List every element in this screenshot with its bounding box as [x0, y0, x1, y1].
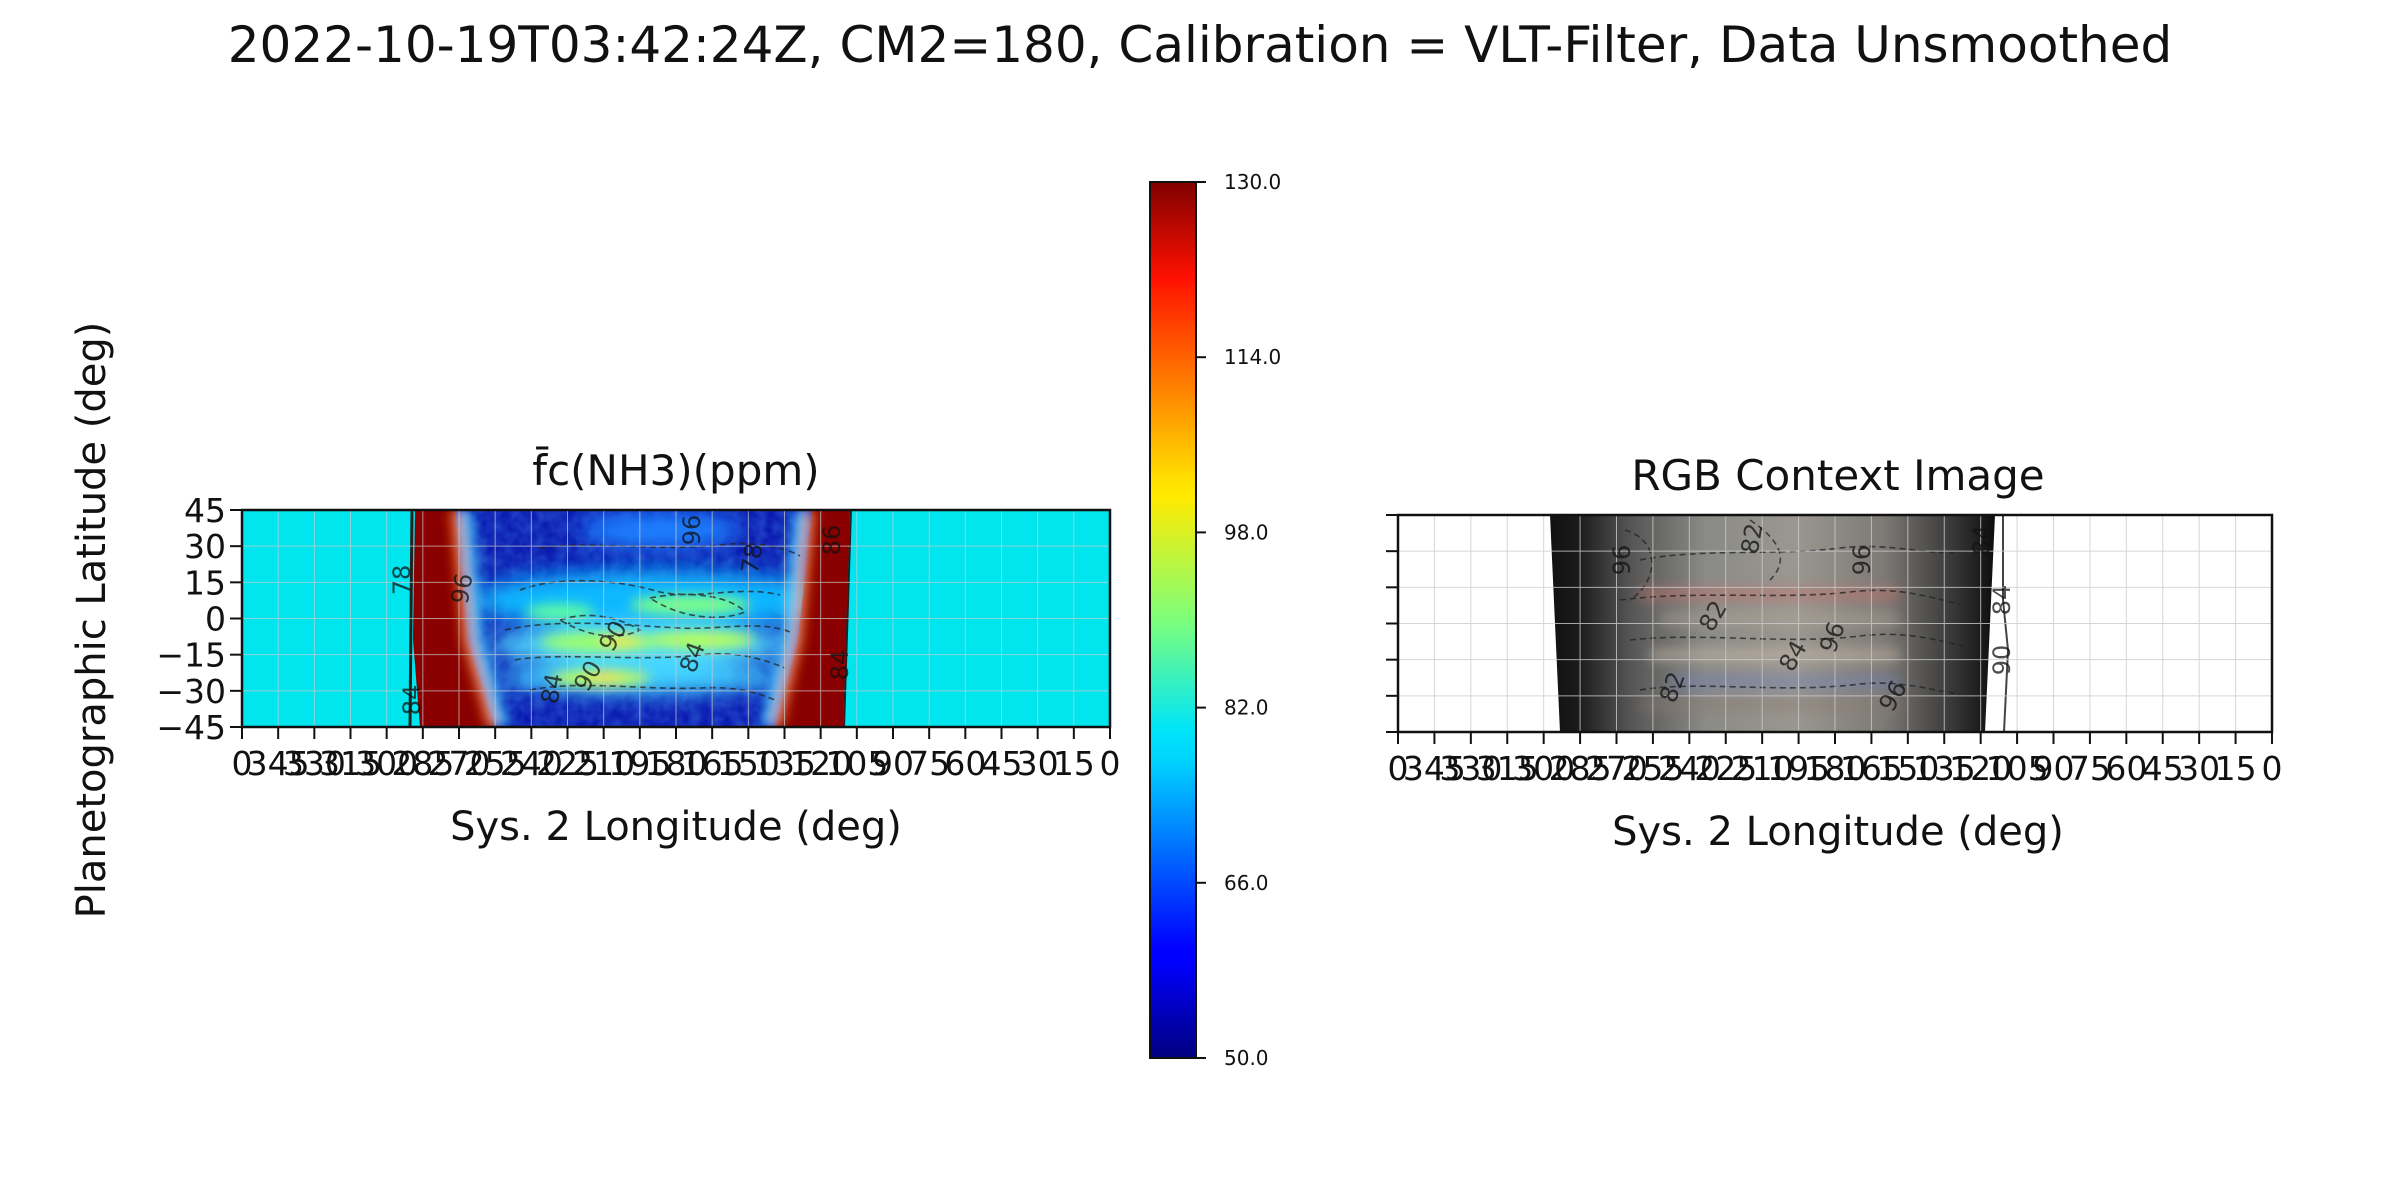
nh3-contour-label: 84	[398, 685, 426, 716]
rgb-x-tick-label: 15	[2215, 749, 2257, 788]
nh3-panel-title: f̄c(NH3)(ppm)	[532, 444, 819, 495]
rgb-panel-title: RGB Context Image	[1631, 451, 2044, 500]
nh3-x-tick-label: 45	[981, 744, 1023, 783]
rgb-x-tick-label: 75	[2069, 749, 2111, 788]
nh3-x-tick-label: 285	[391, 744, 454, 783]
nh3-x-tick-label: 180	[645, 744, 708, 783]
nh3-x-tick-label: 270	[428, 744, 491, 783]
nh3-x-tick-label: 135	[753, 744, 816, 783]
rgb-x-axis-label: Sys. 2 Longitude (deg)	[1612, 809, 2064, 855]
colorbar-ticks: 130.0 114.0 98.0 82.0 66.0 50.0	[1196, 170, 1281, 1070]
nh3-contour-label: 96	[678, 515, 706, 546]
nh3-heatmap-panel: f̄c(NH3)(ppm)	[69, 322, 1121, 919]
rgb-x-tick-label: 300	[1512, 749, 1575, 788]
rgb-x-tick-label: 270	[1585, 749, 1648, 788]
nh3-x-tick-label: 30	[1017, 744, 1059, 783]
nh3-x-tick-label: 60	[944, 744, 986, 783]
nh3-contour-label: 78	[736, 541, 769, 576]
nh3-x-tick-label: 120	[789, 744, 852, 783]
nh3-y-tick-label: 15	[184, 563, 226, 602]
rgb-x-tick-label: 165	[1840, 749, 1903, 788]
rgb-y-ticks	[1386, 514, 1398, 733]
nh3-contour-label: 84	[826, 650, 854, 681]
nh3-contour-label: 78	[388, 565, 416, 596]
rgb-x-tick-label: 210	[1731, 749, 1794, 788]
rgb-x-tick-label: 30	[2178, 749, 2220, 788]
rgb-x-tick-label: 45	[2142, 749, 2184, 788]
rgb-x-tick-label: 0	[2262, 749, 2283, 788]
colorbar-tick-label: 114.0	[1224, 345, 1281, 369]
nh3-y-tick-label: −45	[156, 708, 226, 747]
rgb-x-ticks: 0345330315300285270255240225210195180165…	[1388, 732, 2283, 788]
nh3-x-tick-label: 225	[536, 744, 599, 783]
nh3-contour-label: 84	[536, 671, 569, 706]
nh3-x-tick-label: 105	[825, 744, 888, 783]
rgb-x-tick-label: 180	[1804, 749, 1867, 788]
nh3-x-tick-label: 75	[908, 744, 950, 783]
nh3-y-axis-label: Planetographic Latitude (deg)	[69, 322, 115, 919]
rgb-x-tick-label: 225	[1694, 749, 1757, 788]
rgb-contour-label: 84	[1968, 525, 1996, 556]
colorbar-gradient	[1149, 181, 1197, 1059]
colorbar-tick-label: 82.0	[1224, 696, 1269, 720]
rgb-contour-label: 96	[1608, 545, 1636, 576]
colorbar-tick-label: 130.0	[1224, 170, 1281, 194]
nh3-x-axis-label: Sys. 2 Longitude (deg)	[450, 804, 902, 850]
nh3-x-tick-label: 210	[572, 744, 635, 783]
rgb-x-tick-label: 255	[1621, 749, 1684, 788]
nh3-x-tick-label: 165	[681, 744, 744, 783]
rgb-x-tick-label: 90	[2033, 749, 2075, 788]
nh3-x-tick-label: 315	[319, 744, 382, 783]
rgb-x-tick-label: 150	[1876, 749, 1939, 788]
nh3-y-tick-label: 45	[184, 491, 226, 530]
nh3-contour-label: 86	[818, 525, 846, 556]
colorbar-tick-label: 98.0	[1224, 520, 1269, 544]
rgb-x-tick-label: 120	[1949, 749, 2012, 788]
colorbar-tick-label: 50.0	[1224, 1046, 1269, 1070]
rgb-x-tick-label: 60	[2105, 749, 2147, 788]
rgb-x-tick-label: 0	[1388, 749, 1409, 788]
nh3-x-tick-label: 300	[355, 744, 418, 783]
nh3-y-tick-label: 30	[184, 527, 226, 566]
nh3-x-tick-label: 195	[608, 744, 671, 783]
nh3-x-ticks: 0345330315300285270255240225210195180165…	[232, 727, 1121, 783]
rgb-contour-label: 96	[1848, 545, 1876, 576]
rgb-x-tick-label: 285	[1549, 749, 1612, 788]
rgb-x-tick-label: 330	[1439, 749, 1502, 788]
nh3-x-tick-label: 345	[247, 744, 310, 783]
rgb-contour-label: 84	[1988, 585, 2016, 616]
rgb-x-tick-label: 315	[1476, 749, 1539, 788]
rgb-contour-label: 82	[1736, 521, 1769, 556]
rgb-x-tick-label: 240	[1658, 749, 1721, 788]
nh3-x-tick-label: 0	[232, 744, 253, 783]
nh3-y-tick-label: 0	[205, 600, 226, 639]
rgb-x-tick-label: 105	[1986, 749, 2049, 788]
rgb-x-tick-label: 135	[1913, 749, 1976, 788]
nh3-x-tick-label: 150	[717, 744, 780, 783]
rgb-contour-label: 90	[1988, 645, 2016, 676]
nh3-y-tick-label: −15	[156, 636, 226, 675]
nh3-contour-label: 96	[446, 571, 479, 606]
nh3-x-tick-label: 330	[283, 744, 346, 783]
rgb-x-tick-label: 345	[1403, 749, 1466, 788]
colorbar-tick-label: 66.0	[1224, 871, 1269, 895]
nh3-y-tick-label: −30	[156, 672, 226, 711]
colorbar: 130.0 114.0 98.0 82.0 66.0 50.0	[1149, 170, 1281, 1070]
rgb-x-tick-label: 195	[1767, 749, 1830, 788]
figure-title: 2022-10-19T03:42:24Z, CM2=180, Calibrati…	[228, 16, 2173, 74]
nh3-x-tick-label: 240	[500, 744, 563, 783]
nh3-x-tick-label: 255	[464, 744, 527, 783]
nh3-x-tick-label: 90	[872, 744, 914, 783]
nh3-x-tick-label: 15	[1053, 744, 1095, 783]
nh3-x-tick-label: 0	[1100, 744, 1121, 783]
